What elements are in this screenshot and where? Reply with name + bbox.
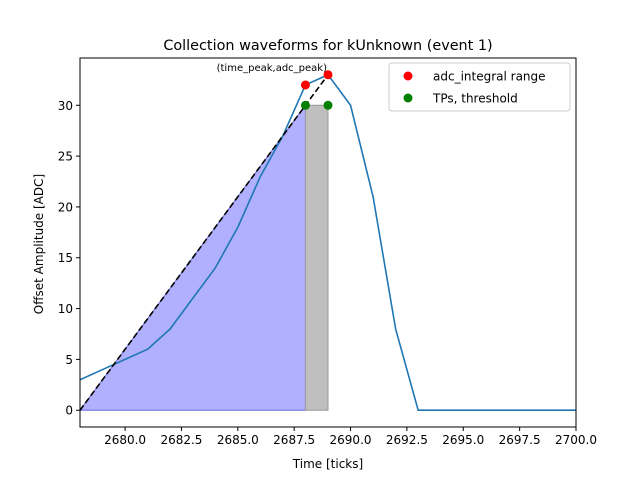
peak-annotation: (time_peak,adc_peak) (217, 63, 327, 74)
x-axis-label: Time [ticks] (292, 457, 363, 471)
plot-area: (time_peak,adc_peak) (80, 63, 576, 412)
x-tick-label: 2692.5 (386, 433, 428, 447)
y-tick-label: 20 (58, 200, 73, 214)
x-tick-label: 2695.0 (442, 433, 484, 447)
tail-area (304, 104, 329, 411)
y-tick-label: 15 (58, 251, 73, 265)
x-tick-label: 2687.5 (273, 433, 315, 447)
legend: adc_integral range TPs, threshold (388, 62, 571, 112)
x-tick-label: 2690.0 (330, 433, 372, 447)
chart-title: Collection waveforms for kUnknown (event… (163, 38, 492, 54)
legend-marker (403, 71, 413, 81)
y-tick-label: 5 (65, 353, 73, 367)
y-tick-label: 0 (65, 404, 73, 418)
legend-label: TPs, threshold (432, 92, 518, 106)
x-tick-label: 2697.5 (499, 433, 541, 447)
adc-integral-point (323, 70, 333, 80)
legend-marker (403, 93, 413, 103)
axes-frame (79, 57, 577, 428)
adc-integral-point (300, 80, 310, 90)
tp-threshold-point (323, 100, 333, 110)
tp-threshold-point (300, 100, 310, 110)
x-tick-label: 2685.0 (217, 433, 259, 447)
legend-label: adc_integral range (433, 70, 546, 84)
axes: 2680.0 2682.5 2685.0 2687.5 2690.0 2692.5 2695… (58, 57, 597, 447)
dashed-peak-line (80, 74, 329, 411)
x-tick-label: 2700.0 (555, 433, 597, 447)
x-tick-label: 2680.0 (104, 433, 146, 447)
y-tick-label: 25 (58, 150, 73, 164)
y-tick-label: 30 (58, 99, 73, 113)
legend-box (388, 62, 571, 112)
y-axis-label: Offset Amplitude [ADC] (32, 174, 46, 314)
x-tick-label: 2682.5 (160, 433, 202, 447)
y-tick-label: 10 (58, 302, 73, 316)
